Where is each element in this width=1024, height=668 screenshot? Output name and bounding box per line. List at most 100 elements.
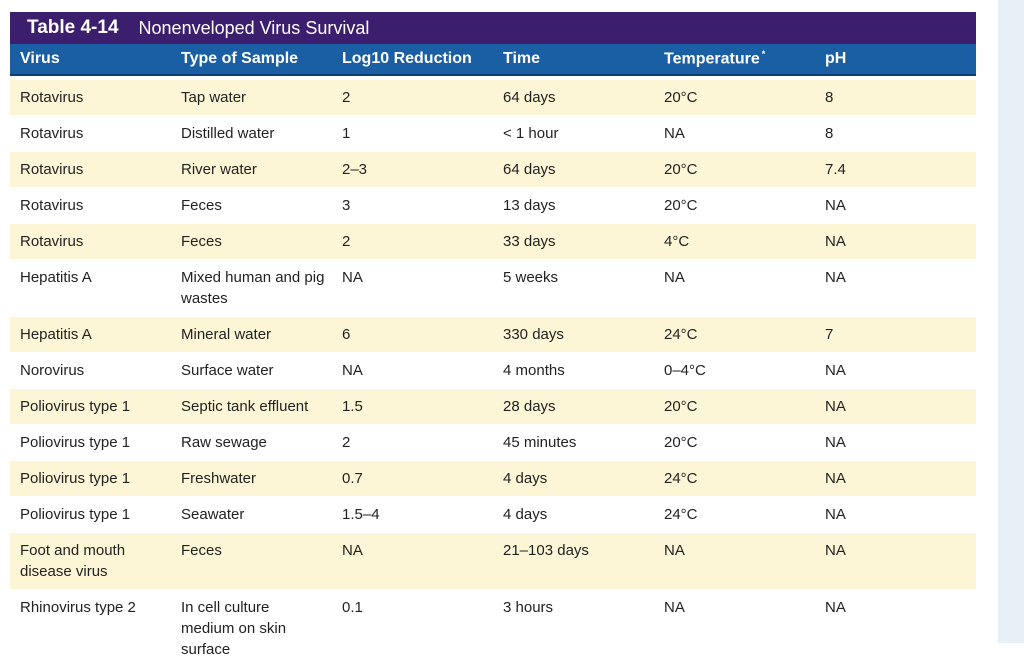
cell-time: 330 days bbox=[503, 326, 564, 343]
cell-time: 3 hours bbox=[503, 599, 554, 616]
cell-virus: Poliovirus type 1 bbox=[20, 434, 131, 451]
cell-temperature: 20°C bbox=[664, 89, 698, 106]
cell-sample-type: Seawater bbox=[181, 506, 245, 523]
column-header-ph: pH bbox=[825, 50, 847, 67]
cell-log-reduction: NA bbox=[342, 542, 363, 559]
cell-ph: NA bbox=[825, 470, 846, 487]
cell-ph: NA bbox=[825, 398, 846, 415]
cell-time: 13 days bbox=[503, 197, 556, 214]
cell-time: 64 days bbox=[503, 89, 556, 106]
cell-log-reduction: 2 bbox=[342, 434, 351, 451]
table-row: Norovirus Surface water NA 4 months 0–4°C NA bbox=[10, 353, 976, 389]
cell-temperature: 24°C bbox=[664, 326, 698, 343]
virus-survival-table: Table 4-14 Nonenveloped Virus Survival V… bbox=[10, 12, 976, 668]
temperature-footnote-mark: * bbox=[761, 49, 766, 60]
header-spacer bbox=[10, 76, 976, 80]
cell-sample-type: Distilled water bbox=[181, 125, 275, 142]
cell-ph: NA bbox=[825, 599, 846, 616]
table-row: Poliovirus type 1 Septic tank effluent 1.5… bbox=[10, 389, 976, 425]
table-row: Foot and mouth disease virus Feces NA 21–10… bbox=[10, 533, 976, 590]
column-header-virus: Virus bbox=[20, 50, 60, 67]
cell-ph: 8 bbox=[825, 125, 834, 142]
cell-virus: Rhinovirus type 2 bbox=[20, 599, 136, 616]
cell-ph: 7.4 bbox=[825, 161, 846, 178]
table-row: Rotavirus Tap water 2 64 days 20°C 8 bbox=[10, 80, 976, 116]
cell-temperature: 20°C bbox=[664, 398, 698, 415]
cell-virus: Rotavirus bbox=[20, 197, 84, 214]
cell-sample-type: Septic tank effluent bbox=[181, 398, 309, 415]
cell-time: 21–103 days bbox=[503, 542, 589, 559]
cell-virus: Rotavirus bbox=[20, 89, 84, 106]
cell-virus: Poliovirus type 1 bbox=[20, 470, 131, 487]
cell-time: 4 days bbox=[503, 506, 548, 523]
cell-sample-type: Surface water bbox=[181, 362, 274, 379]
cell-virus: Rotavirus bbox=[20, 233, 84, 250]
cell-sample-type: Feces bbox=[181, 542, 222, 559]
cell-ph: 7 bbox=[825, 326, 834, 343]
side-decoration-strip bbox=[998, 0, 1024, 643]
cell-log-reduction: 2–3 bbox=[342, 161, 368, 178]
cell-sample-type: Tap water bbox=[181, 89, 247, 106]
column-header-temperature-label: Temperature bbox=[664, 50, 760, 68]
column-header-sample-type: Type of Sample bbox=[181, 50, 299, 67]
cell-temperature: NA bbox=[664, 269, 685, 286]
cell-log-reduction: 6 bbox=[342, 326, 351, 343]
cell-log-reduction: NA bbox=[342, 269, 363, 286]
table-row: Poliovirus type 1 Raw sewage 2 45 minutes 20… bbox=[10, 425, 976, 461]
table-row: Hepatitis A Mineral water 6 330 days 24°C 7 bbox=[10, 317, 976, 353]
cell-time: 45 minutes bbox=[503, 434, 577, 451]
cell-log-reduction: 1 bbox=[342, 125, 351, 142]
table-row: Rotavirus River water 2–3 64 days 20°C 7.4 bbox=[10, 152, 976, 188]
table-row: Poliovirus type 1 Freshwater 0.7 4 days 24°C… bbox=[10, 461, 976, 497]
cell-log-reduction: NA bbox=[342, 362, 363, 379]
cell-sample-type: Mixed human and pig wastes bbox=[181, 269, 325, 307]
cell-ph: NA bbox=[825, 269, 846, 286]
cell-temperature: 24°C bbox=[664, 506, 698, 523]
cell-temperature: 20°C bbox=[664, 434, 698, 451]
cell-ph: 8 bbox=[825, 89, 834, 106]
cell-temperature: 24°C bbox=[664, 470, 698, 487]
cell-sample-type: Raw sewage bbox=[181, 434, 267, 451]
cell-ph: NA bbox=[825, 434, 846, 451]
cell-sample-type: River water bbox=[181, 161, 257, 178]
cell-ph: NA bbox=[825, 362, 846, 379]
cell-time: 33 days bbox=[503, 233, 556, 250]
cell-virus: Hepatitis A bbox=[20, 326, 92, 343]
cell-sample-type: Mineral water bbox=[181, 326, 272, 343]
table-row: Hepatitis A Mixed human and pig wastes NA 5… bbox=[10, 260, 976, 317]
table-title-bar: Table 4-14 Nonenveloped Virus Survival bbox=[10, 12, 976, 44]
cell-time: < 1 hour bbox=[503, 125, 559, 142]
cell-virus: Hepatitis A bbox=[20, 269, 92, 286]
cell-virus: Poliovirus type 1 bbox=[20, 398, 131, 415]
cell-log-reduction: 1.5 bbox=[342, 398, 363, 415]
table-row: Rhinovirus type 2 In cell culture medium … bbox=[10, 590, 976, 668]
cell-temperature: 4°C bbox=[664, 233, 690, 250]
cell-sample-type: Feces bbox=[181, 197, 222, 214]
cell-log-reduction: 0.1 bbox=[342, 599, 363, 616]
cell-log-reduction: 1.5–4 bbox=[342, 506, 380, 523]
table-header-row: Virus Type of Sample Log10 Reduction Tim… bbox=[10, 44, 976, 76]
cell-temperature: 20°C bbox=[664, 197, 698, 214]
cell-virus: Norovirus bbox=[20, 362, 85, 379]
column-header-log-reduction: Log10 Reduction bbox=[342, 50, 472, 67]
cell-sample-type: Freshwater bbox=[181, 470, 257, 487]
cell-time: 4 days bbox=[503, 470, 548, 487]
table-row: Rotavirus Feces 3 13 days 20°C NA bbox=[10, 188, 976, 224]
cell-temperature: NA bbox=[664, 125, 685, 142]
cell-temperature: NA bbox=[664, 599, 685, 616]
column-header-time: Time bbox=[503, 50, 541, 67]
cell-sample-type: Feces bbox=[181, 233, 222, 250]
cell-time: 4 months bbox=[503, 362, 565, 379]
cell-virus: Rotavirus bbox=[20, 161, 84, 178]
cell-virus: Rotavirus bbox=[20, 125, 84, 142]
cell-time: 64 days bbox=[503, 161, 556, 178]
cell-ph: NA bbox=[825, 542, 846, 559]
cell-ph: NA bbox=[825, 506, 846, 523]
cell-log-reduction: 0.7 bbox=[342, 470, 363, 487]
cell-temperature: 20°C bbox=[664, 161, 698, 178]
cell-virus: Foot and mouth disease virus bbox=[20, 542, 126, 580]
cell-log-reduction: 2 bbox=[342, 89, 351, 106]
table-row: Poliovirus type 1 Seawater 1.5–4 4 days 24°C… bbox=[10, 497, 976, 533]
cell-log-reduction: 3 bbox=[342, 197, 351, 214]
table-row: Rotavirus Feces 2 33 days 4°C NA bbox=[10, 224, 976, 260]
